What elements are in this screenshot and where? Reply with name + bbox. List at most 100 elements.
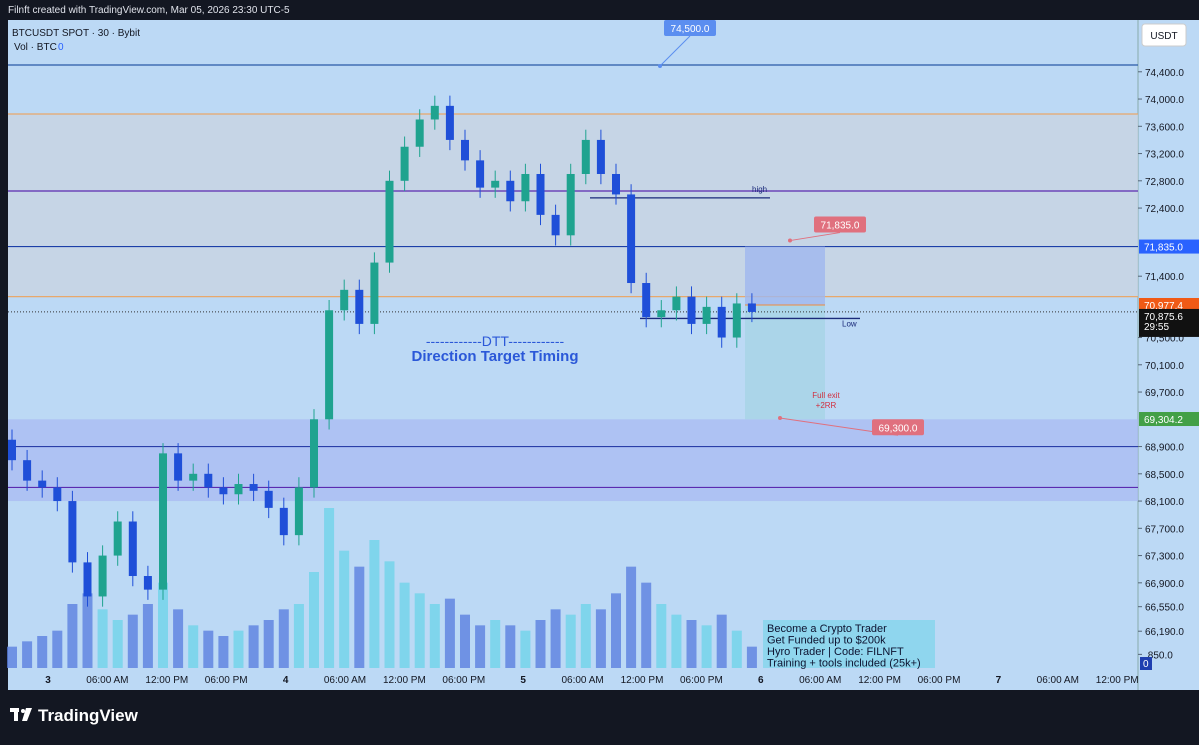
x-tick-label: 4 — [283, 675, 289, 686]
candle-body — [415, 119, 424, 147]
y-tick-label: 74,400.0 — [1145, 68, 1184, 79]
y-tick-label: 66,900.0 — [1145, 579, 1184, 590]
y-tick-label: 69,700.0 — [1145, 388, 1184, 399]
y-tick-label: 72,800.0 — [1145, 177, 1184, 188]
candle-body — [430, 105, 439, 120]
y-tick-label: ,850.0 — [1145, 650, 1173, 661]
callout-dot — [778, 416, 782, 420]
candle-body — [596, 139, 605, 174]
volume-bar — [52, 630, 63, 668]
volume-bar — [263, 620, 274, 668]
volume-bar — [580, 604, 591, 668]
x-tick-label: 12:00 PM — [621, 675, 664, 686]
x-tick-label: 06:00 PM — [918, 675, 961, 686]
candle-body — [536, 173, 545, 215]
y-tick-label: 73,200.0 — [1145, 150, 1184, 161]
countdown: 29:55 — [1144, 322, 1169, 333]
promo-line: Hyro Trader | Code: FILNFT — [767, 646, 904, 658]
y-tick-label: 71,400.0 — [1145, 272, 1184, 283]
volume-bar — [565, 614, 576, 668]
volume-bar — [414, 593, 425, 668]
volume-bar — [746, 646, 757, 668]
volume-bar — [158, 582, 168, 668]
candle-body — [702, 306, 711, 324]
chart-layer: 74,400.0 74,000.0 73,600.0 73,200.0 72,800.0… — [7, 20, 1199, 686]
candle-body — [400, 146, 409, 181]
x-tick-label: 06:00 PM — [205, 675, 248, 686]
candle-body — [566, 173, 575, 236]
callout-box — [872, 419, 924, 436]
marked-level-label: Low — [842, 319, 857, 328]
volume-bar — [142, 604, 153, 668]
candle-body — [476, 160, 485, 188]
x-tick-label: 06:00 AM — [799, 675, 841, 686]
promo-box — [763, 620, 935, 668]
volume-bar — [82, 593, 93, 668]
volume-bar — [37, 636, 48, 668]
x-tick-label: 5 — [520, 675, 526, 686]
volume-bar — [127, 614, 138, 668]
volume-bar — [671, 614, 682, 668]
candle-body — [732, 303, 741, 338]
x-tick-label: 12:00 PM — [1096, 675, 1139, 686]
candle-body — [113, 521, 122, 556]
price-badge-label: 70,875.6 — [1144, 312, 1183, 323]
callout-box — [814, 216, 866, 233]
y-tick-label: 68,500.0 — [1145, 470, 1184, 481]
symbol: BTCUSDT SPOT · 30 · Bybit — [12, 28, 140, 39]
candle-body — [491, 180, 500, 188]
candle-body — [521, 173, 530, 202]
candle-body — [672, 296, 681, 311]
volume-bar — [686, 620, 697, 668]
volume-bar — [505, 625, 516, 668]
exit-note: +2RR — [816, 401, 837, 410]
volume-bar — [731, 630, 742, 668]
callout-box — [664, 20, 716, 36]
volume-bar — [203, 630, 214, 668]
candle-body — [627, 194, 636, 284]
callout-label: 69,300.0 — [879, 423, 918, 434]
volume-bar — [384, 561, 395, 668]
volume-bar — [173, 609, 184, 668]
volume-bar — [716, 614, 727, 668]
volume-bar — [218, 636, 229, 668]
candle-body — [8, 439, 16, 461]
candle-body — [642, 283, 651, 318]
candle-body — [204, 473, 213, 488]
y-tick-label: 73,600.0 — [1145, 122, 1184, 133]
promo-line: Training + tools included (25k+) — [767, 658, 921, 670]
candle-body — [355, 289, 364, 324]
candle-body — [98, 555, 107, 597]
currency[interactable]: USDT — [1150, 31, 1177, 42]
candle-body — [219, 487, 228, 495]
candle-body — [53, 487, 62, 502]
x-tick-label: 12:00 PM — [383, 675, 426, 686]
volume-bar — [611, 593, 621, 668]
volume-bar — [656, 604, 667, 668]
candle-body — [612, 173, 620, 195]
x-tick-label: 3 — [45, 675, 51, 686]
candle-body — [159, 453, 167, 590]
x-tick-label: 06:00 AM — [86, 675, 128, 686]
callout-dot — [658, 64, 662, 68]
volume-bar — [248, 625, 259, 668]
x-tick-label: 6 — [758, 675, 764, 686]
volume-bar — [309, 572, 319, 668]
volume-bar — [112, 620, 123, 668]
candle-body — [461, 139, 469, 161]
volume-bar — [535, 620, 546, 668]
dtt-caption: Direction Target Timing — [412, 348, 579, 365]
volume-bar — [369, 540, 380, 668]
y-tick-label: 72,400.0 — [1145, 204, 1184, 215]
currency-box[interactable] — [1141, 23, 1187, 47]
callout-leader — [659, 35, 691, 67]
candle-body — [234, 484, 243, 495]
candle-body — [581, 139, 590, 174]
volume-axis-value: 0 — [1143, 659, 1149, 670]
y-tick-label: 74,000.0 — [1145, 95, 1184, 106]
volume-bar — [278, 609, 289, 668]
price-badge — [1139, 297, 1199, 312]
x-tick-label: 06:00 AM — [324, 675, 366, 686]
callout-label: 71,835.0 — [821, 221, 860, 232]
